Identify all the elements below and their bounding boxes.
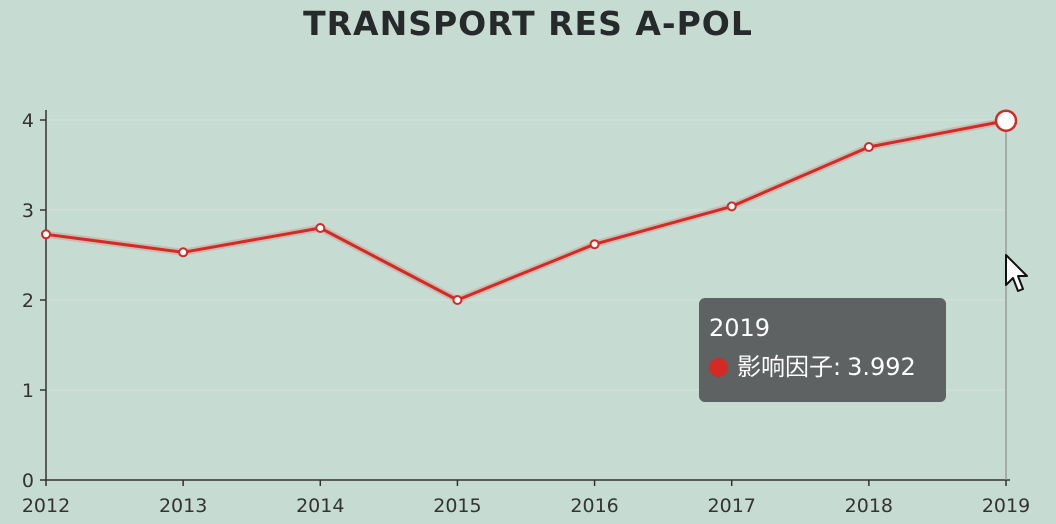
data-point: [315, 223, 326, 233]
x-tick-label: 2017: [708, 495, 756, 517]
tooltip-series-name: 影响因子:: [737, 353, 842, 381]
data-point: [41, 229, 51, 240]
chart-title: TRANSPORT RES A-POL: [303, 4, 753, 43]
series-line: [45, 117, 1007, 304]
y-tick-label: 1: [22, 380, 34, 402]
y-tick-label: 2: [22, 290, 34, 312]
x-tick-label: 2016: [570, 495, 618, 517]
data-point: [452, 295, 463, 305]
series-line: [45, 119, 1007, 302]
x-tick-label: 2013: [159, 495, 207, 517]
y-tick-label: 4: [22, 110, 34, 132]
mouse-pointer-icon: [1005, 254, 1028, 292]
axes: [45, 110, 1010, 481]
x-tick-label: 2019: [982, 495, 1030, 517]
x-axis-ticks: 2012 2013 2014 2015 2016 2017 2018 2019: [22, 480, 1030, 517]
tooltip-value: 3.992: [847, 353, 916, 381]
series-color-dot: [709, 357, 728, 377]
data-point: [726, 201, 737, 212]
data-point: [589, 239, 600, 250]
y-tick-label: 0: [22, 470, 34, 492]
x-tick-label: 2018: [845, 495, 893, 517]
tooltip-title: 2019: [709, 314, 771, 342]
highlighted-data-point: [994, 109, 1018, 132]
data-point: [178, 247, 189, 258]
tooltip: 2019 影响因子: 3.992: [699, 298, 946, 402]
data-point: [863, 142, 874, 152]
x-tick-label: 2014: [296, 495, 344, 517]
x-tick-label: 2015: [433, 495, 481, 517]
x-tick-label: 2012: [22, 495, 70, 517]
y-axis-ticks: 0 1 2 3 4: [22, 110, 46, 492]
y-tick-label: 3: [22, 200, 34, 222]
data-points: [41, 109, 1018, 305]
tooltip-row: 影响因子: 3.992: [709, 350, 936, 384]
